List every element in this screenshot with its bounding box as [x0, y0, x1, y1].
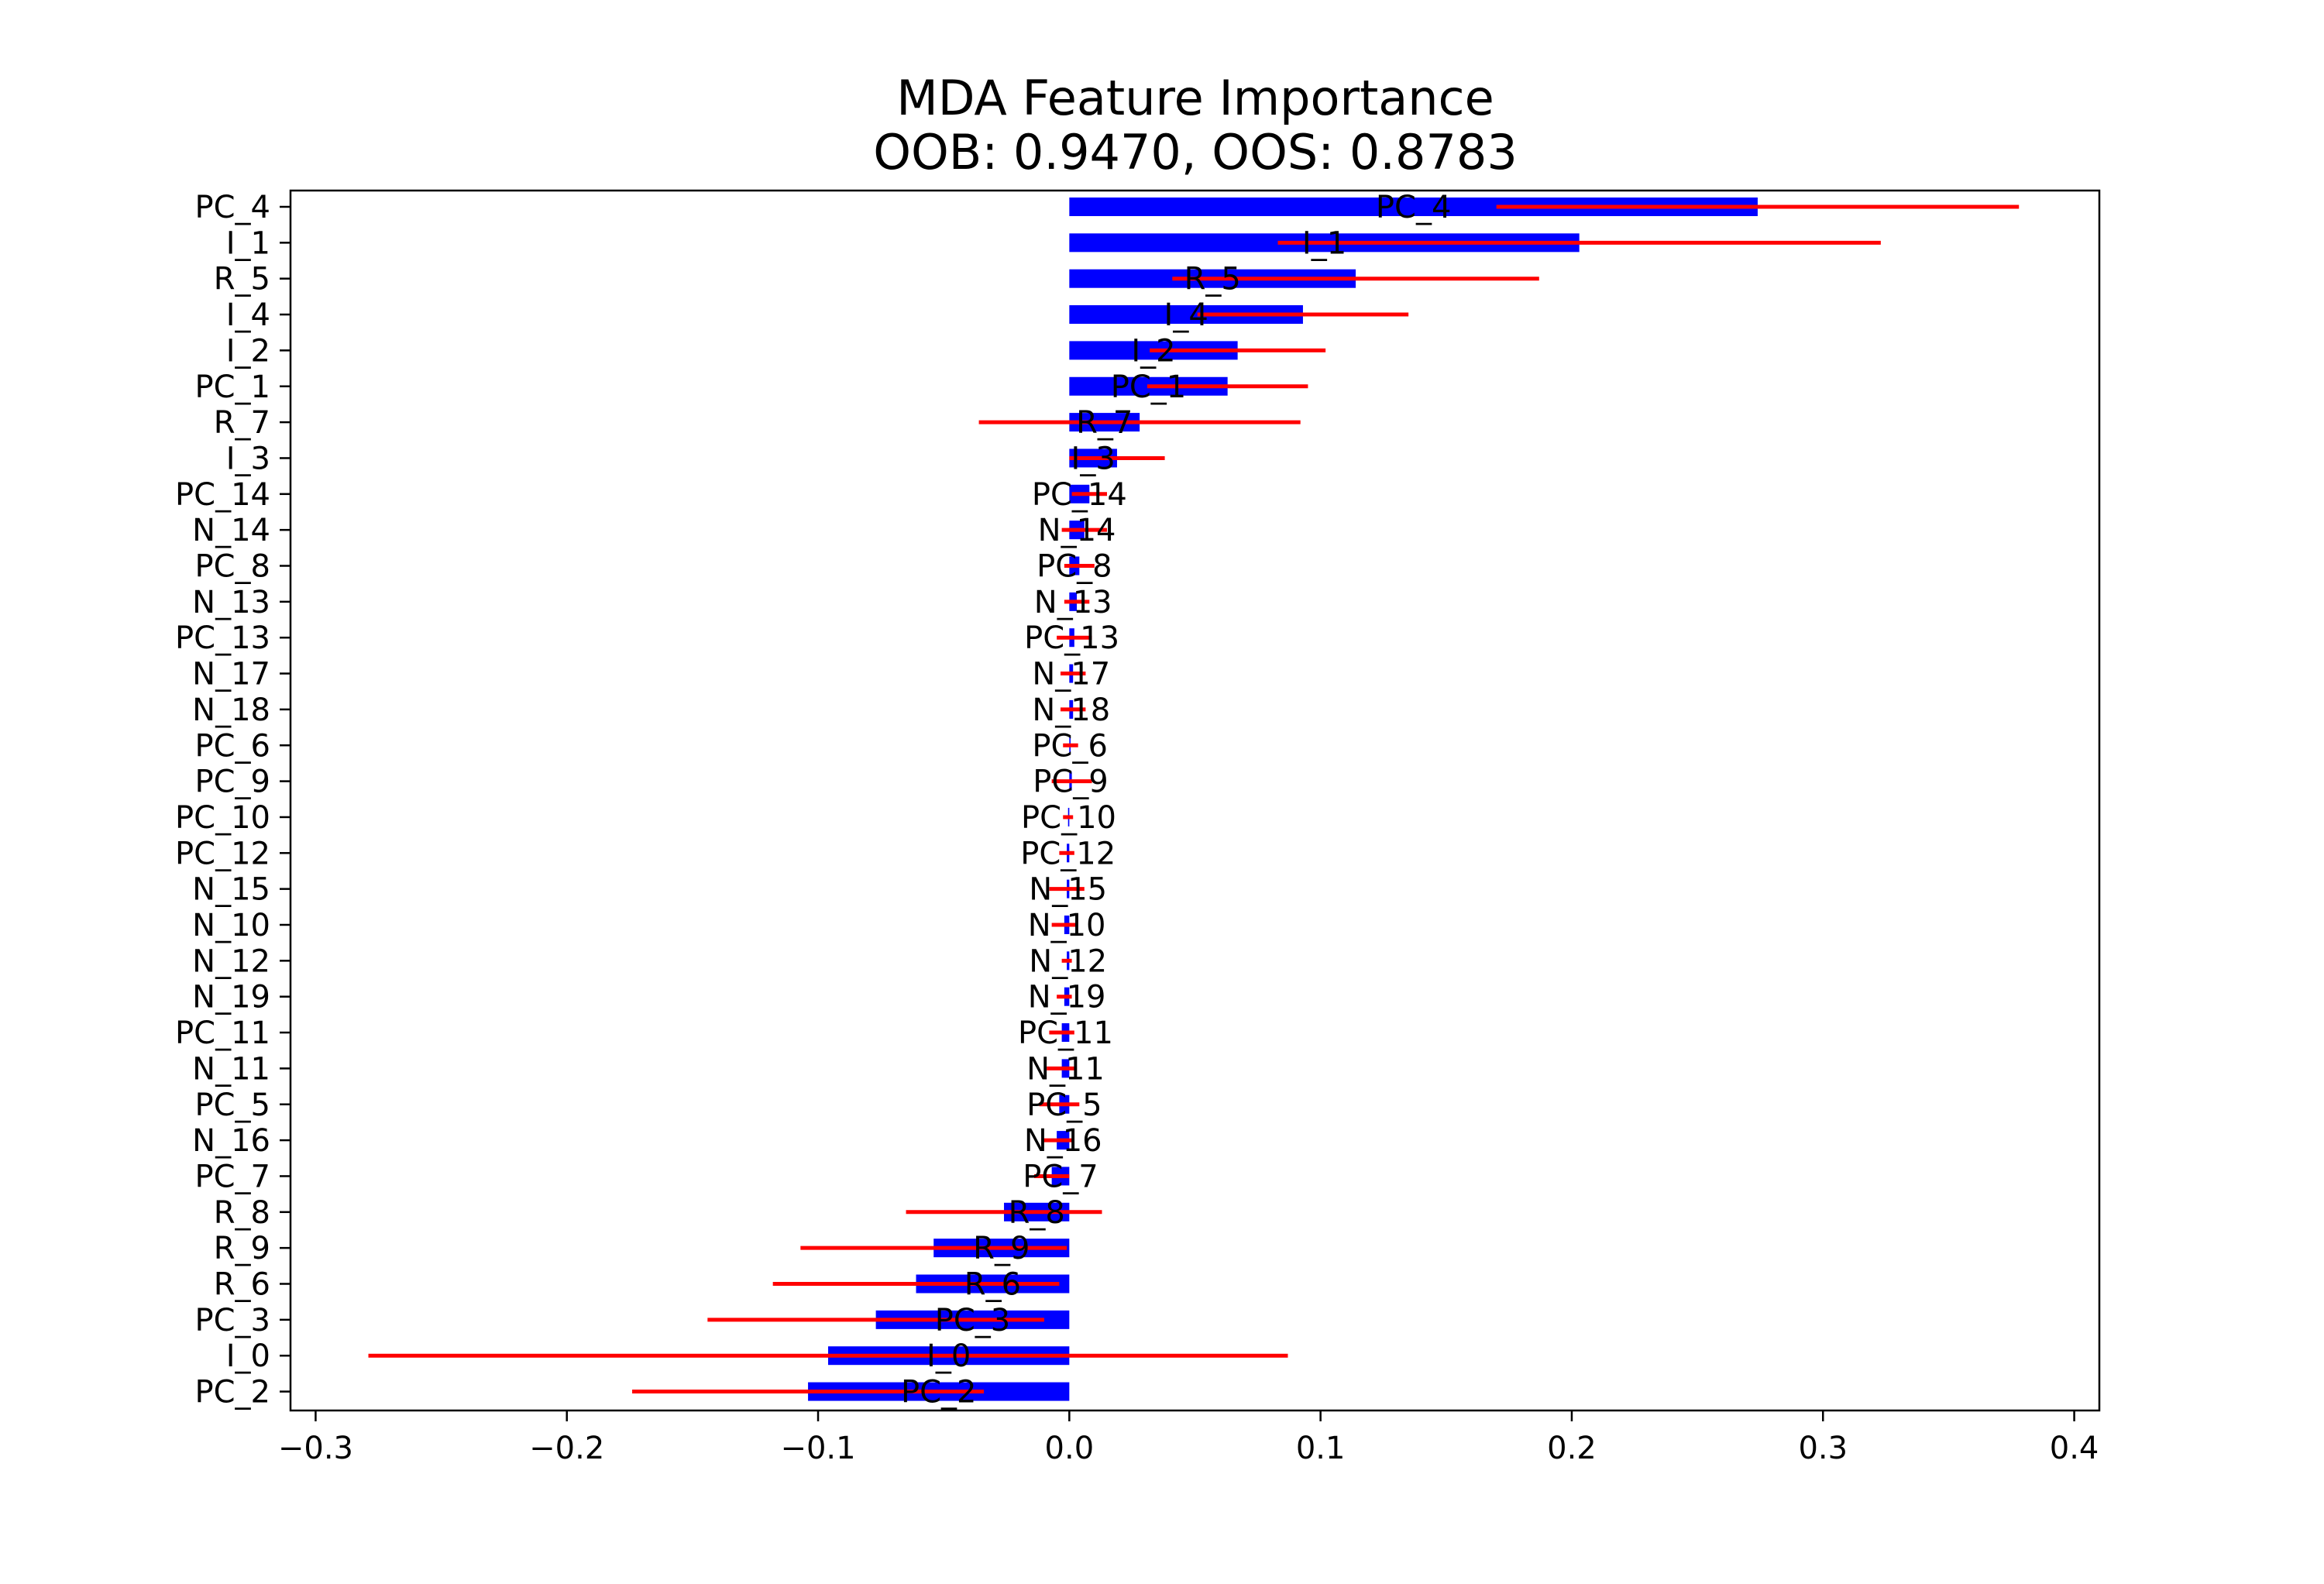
bar-label-PC_2: PC_2 [901, 1375, 977, 1410]
bar-label-N_14: N_14 [1038, 513, 1116, 548]
y-tick-label-N_19: N_19 [192, 980, 270, 1015]
y-tick-label-PC_11: PC_11 [175, 1015, 270, 1051]
y-tick-label-N_17: N_17 [192, 657, 270, 692]
y-tick-label-N_13: N_13 [192, 585, 270, 620]
y-tick-label-PC_1: PC_1 [195, 369, 271, 405]
y-tick-label-PC_3: PC_3 [195, 1303, 271, 1338]
y-tick-label-I_4: I_4 [226, 297, 270, 333]
y-tick-label-N_12: N_12 [192, 943, 270, 979]
bar-label-N_10: N_10 [1028, 908, 1106, 943]
y-tick-label-N_15: N_15 [192, 872, 270, 908]
bar-label-PC_11: PC_11 [1018, 1015, 1113, 1051]
x-tick-label: 0.0 [1045, 1431, 1095, 1466]
bar-label-PC_1: PC_1 [1111, 369, 1187, 405]
y-tick-label-R_5: R_5 [214, 262, 270, 297]
bar-label-N_13: N_13 [1034, 585, 1112, 620]
bar-label-N_17: N_17 [1032, 657, 1110, 692]
x-tick-label: −0.2 [529, 1431, 604, 1466]
y-tick-label-PC_7: PC_7 [195, 1159, 271, 1194]
bar-label-R_9: R_9 [973, 1231, 1030, 1266]
y-tick-label-N_10: N_10 [192, 908, 270, 943]
y-tick-label-PC_6: PC_6 [195, 728, 271, 764]
bar-label-PC_5: PC_5 [1026, 1087, 1102, 1123]
y-tick-label-PC_12: PC_12 [175, 836, 270, 871]
y-tick-label-R_9: R_9 [214, 1231, 270, 1266]
bar-label-I_2: I_2 [1131, 333, 1175, 369]
x-tick-label: 0.2 [1547, 1431, 1597, 1466]
chart-title: MDA Feature Importance [896, 70, 1494, 126]
bar-label-N_16: N_16 [1024, 1123, 1102, 1159]
y-tick-label-PC_5: PC_5 [195, 1087, 271, 1123]
y-tick-label-PC_2: PC_2 [195, 1375, 271, 1410]
y-tick-label-N_16: N_16 [192, 1123, 270, 1159]
bar-label-PC_6: PC_6 [1032, 728, 1108, 764]
error-bars-layer [368, 204, 2020, 1394]
bar-label-PC_10: PC_10 [1021, 800, 1116, 836]
y-tick-label-PC_13: PC_13 [175, 620, 270, 656]
x-tick-label: −0.3 [278, 1431, 353, 1466]
y-tick-label-N_14: N_14 [192, 513, 270, 548]
bar-label-PC_9: PC_9 [1033, 765, 1109, 800]
bar-label-PC_13: PC_13 [1024, 620, 1119, 656]
bar-label-N_11: N_11 [1026, 1051, 1105, 1087]
x-axis-ticks: −0.3 −0.2 −0.1 0.0 0.1 0.2 0.3 0.4 [278, 1410, 2099, 1466]
x-tick-label: 0.1 [1296, 1431, 1346, 1466]
bar-label-I_3: I_3 [1071, 441, 1116, 476]
chart-subtitle: OOB: 0.9470, OOS: 0.8783 [873, 124, 1518, 180]
bar-label-PC_7: PC_7 [1023, 1159, 1098, 1194]
y-tick-label-PC_14: PC_14 [175, 477, 270, 513]
bar-label-I_4: I_4 [1164, 297, 1208, 333]
bar-label-R_6: R_6 [964, 1267, 1021, 1303]
y-tick-label-I_0: I_0 [226, 1338, 270, 1374]
bar-label-I_1: I_1 [1302, 225, 1346, 261]
bar-label-R_8: R_8 [1009, 1195, 1065, 1231]
bar-label-I_0: I_0 [927, 1338, 971, 1374]
x-tick-label: 0.4 [2050, 1431, 2099, 1466]
bar-label-R_5: R_5 [1184, 262, 1241, 297]
y-tick-label-I_2: I_2 [226, 333, 270, 369]
y-tick-label-PC_8: PC_8 [195, 549, 271, 585]
y-tick-label-N_11: N_11 [192, 1051, 270, 1087]
bar-label-N_15: N_15 [1029, 872, 1107, 908]
y-tick-label-PC_10: PC_10 [175, 800, 270, 836]
bar-label-PC_12: PC_12 [1020, 836, 1116, 871]
bar-label-PC_14: PC_14 [1032, 477, 1127, 513]
bar-label-N_12: N_12 [1029, 943, 1107, 979]
y-tick-label-I_3: I_3 [226, 441, 270, 476]
bar-label-PC_8: PC_8 [1037, 549, 1112, 585]
x-tick-label: 0.3 [1798, 1431, 1848, 1466]
y-tick-label-R_6: R_6 [214, 1267, 270, 1303]
y-tick-label-N_18: N_18 [192, 692, 270, 728]
bar-label-N_18: N_18 [1032, 692, 1110, 728]
bar-label-N_19: N_19 [1028, 980, 1106, 1015]
bar-labels-layer: PC_4I_1R_5I_4I_2PC_1R_7I_3PC_14N_14PC_8N… [901, 190, 1451, 1410]
y-tick-label-R_7: R_7 [214, 405, 270, 441]
bar-label-PC_4: PC_4 [1376, 190, 1452, 225]
x-tick-label: −0.1 [780, 1431, 855, 1466]
y-tick-label-I_1: I_1 [226, 225, 270, 261]
y-tick-label-PC_4: PC_4 [195, 190, 271, 225]
y-tick-label-PC_9: PC_9 [195, 765, 271, 800]
bar-label-PC_3: PC_3 [935, 1303, 1011, 1338]
bar-label-R_7: R_7 [1076, 405, 1133, 441]
y-axis-ticks: PC_4I_1R_5I_4I_2PC_1R_7I_3PC_14N_14PC_8N… [175, 190, 290, 1410]
plot-area-frame [289, 189, 2101, 1412]
y-tick-label-R_8: R_8 [214, 1195, 270, 1231]
bars-layer [808, 198, 1758, 1401]
